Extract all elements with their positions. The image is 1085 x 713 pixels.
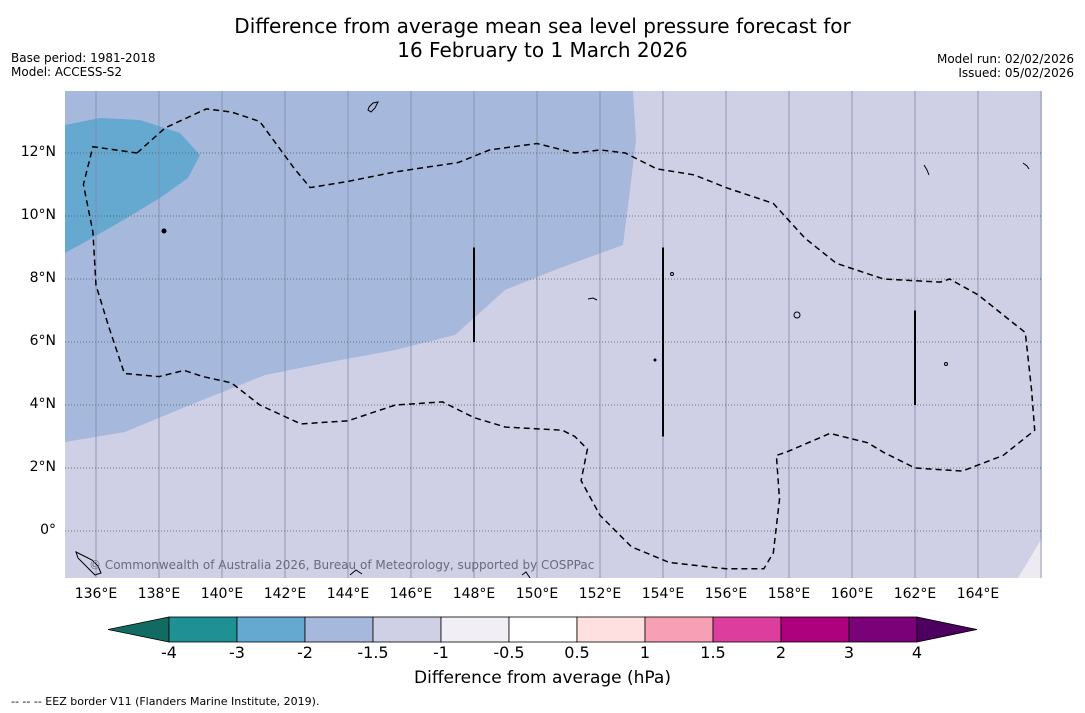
region-medium-blue xyxy=(65,118,200,253)
island-outline xyxy=(367,101,379,113)
colorbar-tick-label: 4 xyxy=(911,643,923,662)
longitude-label: 164°E xyxy=(956,586,1000,602)
island-dot xyxy=(161,228,167,234)
meta-right: Model run: 02/02/2026 Issued: 05/02/2026 xyxy=(937,52,1074,80)
longitude-label: 150°E xyxy=(515,586,559,602)
colorbar-tick-label: -4 xyxy=(161,643,177,662)
latitude-label: 2°N xyxy=(29,459,56,475)
island-outline xyxy=(1022,162,1030,170)
longitude-label: 146°E xyxy=(389,586,433,602)
longitude-label: 144°E xyxy=(326,586,370,602)
chart-title: Difference from average mean sea level p… xyxy=(0,14,1085,62)
colorbar-segment xyxy=(508,616,578,643)
issued-date: Issued: 05/02/2026 xyxy=(958,66,1074,80)
title-line-1: Difference from average mean sea level p… xyxy=(234,14,851,38)
longitude-label: 158°E xyxy=(767,586,811,602)
colorbar-tick-label: 1.5 xyxy=(700,643,726,662)
longitude-label: 136°E xyxy=(74,586,118,602)
longitude-label: 152°E xyxy=(578,586,622,602)
colorbar-segment xyxy=(440,616,510,643)
eez-border xyxy=(82,108,1036,570)
coastline xyxy=(521,571,531,578)
island-dot xyxy=(670,272,674,276)
longitude-label: 140°E xyxy=(200,586,244,602)
longitude-label: 156°E xyxy=(704,586,748,602)
latitude-label: 4°N xyxy=(29,396,56,412)
colorbar xyxy=(107,616,978,643)
longitude-label: 138°E xyxy=(137,586,181,602)
latitude-label: 10°N xyxy=(20,207,56,223)
title-line-2: 16 February to 1 March 2026 xyxy=(397,38,688,62)
base-period: Base period: 1981-2018 xyxy=(11,51,156,65)
longitude-label: 142°E xyxy=(263,586,307,602)
colorbar-under-arrow xyxy=(107,616,170,643)
island-outline xyxy=(923,164,930,176)
map-area xyxy=(65,91,1042,578)
colorbar-tick-label: -1.5 xyxy=(357,643,389,662)
colorbar-tick-label: 0.5 xyxy=(564,643,590,662)
latitude-label: 8°N xyxy=(29,270,56,286)
latitude-label: 0° xyxy=(40,522,56,538)
contour-segments xyxy=(473,247,916,437)
longitude-label: 162°E xyxy=(893,586,937,602)
latitude-label: 6°N xyxy=(29,333,56,349)
colorbar-tick-label: -2 xyxy=(297,643,313,662)
latitude-label: 12°N xyxy=(20,144,56,160)
colorbar-segment xyxy=(576,616,646,643)
colorbar-tick-label: -0.5 xyxy=(493,643,525,662)
colorbar-tick-label: 1 xyxy=(639,643,651,662)
copyright-notice: © Commonwealth of Australia 2026, Bureau… xyxy=(89,558,595,572)
colorbar-segment xyxy=(372,616,442,643)
meta-left: Base period: 1981-2018 Model: ACCESS-S2 xyxy=(11,51,156,79)
colorbar-segment xyxy=(644,616,714,643)
coastline xyxy=(75,551,102,576)
gridlines xyxy=(65,91,1042,578)
island-outline xyxy=(793,311,801,319)
colorbar-segment xyxy=(712,616,782,643)
longitude-label: 148°E xyxy=(452,586,496,602)
island-dot xyxy=(653,358,657,362)
colorbar-segment xyxy=(304,616,374,643)
longitude-label: 154°E xyxy=(641,586,685,602)
island-dot xyxy=(944,362,948,366)
colorbar-title: Difference from average (hPa) xyxy=(414,668,671,688)
colorbar-segment xyxy=(848,616,918,643)
colorbar-tick-label: 3 xyxy=(843,643,855,662)
island-outline xyxy=(587,297,598,301)
model-run: Model run: 02/02/2026 xyxy=(936,52,1074,66)
coastline xyxy=(349,569,363,576)
colorbar-over-arrow xyxy=(916,616,978,643)
colorbar-tick-label: 2 xyxy=(775,643,787,662)
footnote: -- -- -- EEZ border V11 (Flanders Marine… xyxy=(11,695,320,708)
model-name: Model: ACCESS-S2 xyxy=(11,65,123,79)
colorbar-segment xyxy=(168,616,238,643)
region-light-blue xyxy=(65,91,636,442)
region-near-neutral xyxy=(1018,538,1042,578)
colorbar-tick-label: -1 xyxy=(433,643,449,662)
islands xyxy=(75,101,1030,578)
colorbar-segment xyxy=(780,616,850,643)
longitude-label: 160°E xyxy=(830,586,874,602)
colorbar-tick-label: -3 xyxy=(229,643,245,662)
colorbar-segment xyxy=(236,616,306,643)
